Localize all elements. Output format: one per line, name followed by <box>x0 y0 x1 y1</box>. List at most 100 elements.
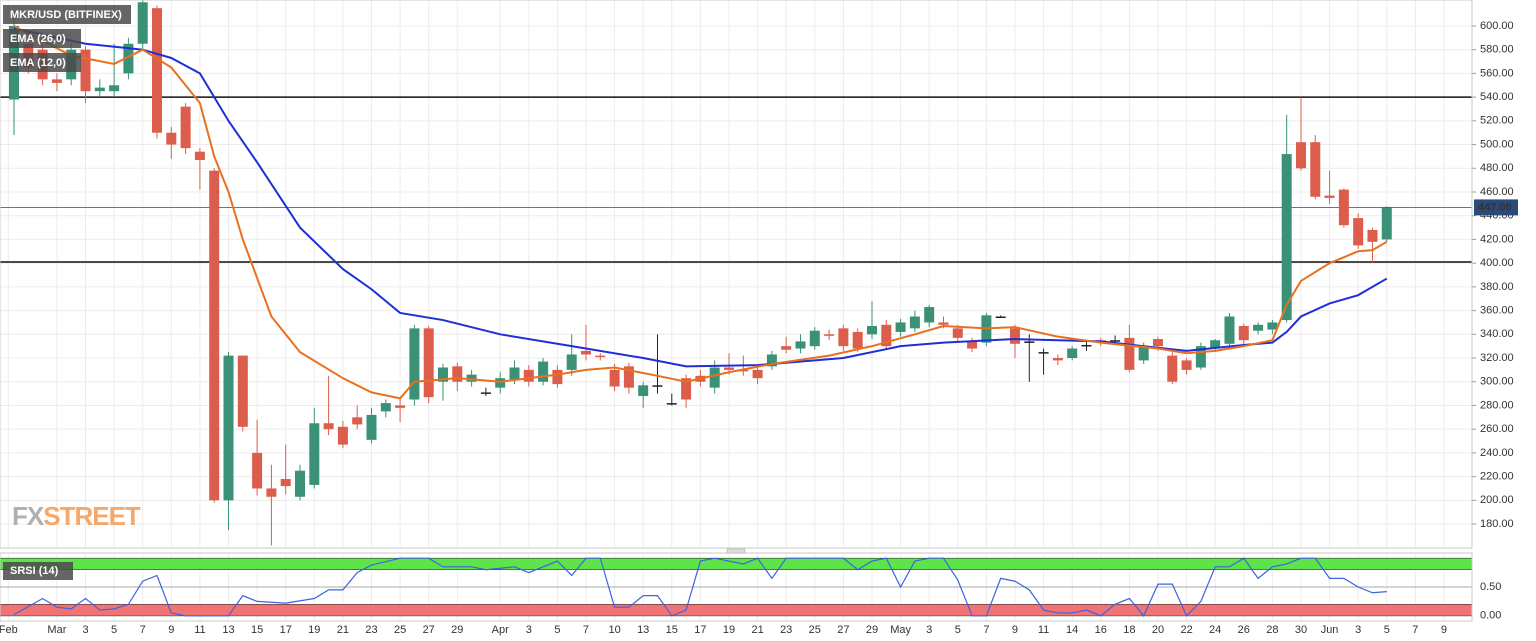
candle-body <box>952 328 963 338</box>
pane-handle[interactable] <box>726 548 746 554</box>
candle-body <box>838 328 849 347</box>
candle-body <box>1238 326 1249 341</box>
candle-body <box>466 374 477 382</box>
x-tick-label: 27 <box>837 624 849 636</box>
x-tick-label: 24 <box>1209 624 1221 636</box>
candle-body <box>1310 142 1321 197</box>
candle-body <box>280 478 291 487</box>
candle-body <box>909 316 920 329</box>
candle-body <box>1253 324 1264 331</box>
x-tick-label: 15 <box>251 624 263 636</box>
candle-body <box>252 452 263 489</box>
candle-body <box>1367 229 1378 242</box>
candle-body <box>1181 360 1192 370</box>
candle-body <box>495 378 506 388</box>
candle-body <box>1124 337 1135 370</box>
candle-body <box>1138 346 1149 361</box>
x-tick-label: 3 <box>82 624 88 636</box>
x-tick-label: 18 <box>1123 624 1135 636</box>
candle-body <box>1024 341 1035 343</box>
candle-body <box>652 385 663 387</box>
x-tick-label: 25 <box>809 624 821 636</box>
x-tick-label: 21 <box>751 624 763 636</box>
x-tick-label: 19 <box>723 624 735 636</box>
candle-body <box>266 488 277 497</box>
x-tick-label: 16 <box>1095 624 1107 636</box>
candle-body <box>109 85 120 92</box>
x-tick-label: 5 <box>554 624 560 636</box>
candle-body <box>194 151 205 160</box>
candle-body <box>423 328 434 398</box>
y-tick-label: 500.00 <box>1480 138 1514 150</box>
candle-body <box>623 366 634 388</box>
y-tick-label: 340.00 <box>1480 328 1514 340</box>
candle-body <box>638 385 649 396</box>
candle-body <box>824 334 835 336</box>
candle-body <box>152 8 163 133</box>
x-tick-label: 9 <box>168 624 174 636</box>
legend-box <box>3 29 81 48</box>
x-tick-label: May <box>890 624 911 636</box>
x-tick-label: 9 <box>1012 624 1018 636</box>
candle-body <box>881 324 892 347</box>
candle-body <box>438 367 449 382</box>
candle-body <box>1281 154 1292 321</box>
y-tick-label: 220.00 <box>1480 471 1514 483</box>
candle-body <box>895 322 906 332</box>
candle-body <box>180 106 191 149</box>
candle-body <box>1267 322 1278 330</box>
candle-body <box>866 326 877 335</box>
x-tick-label: 3 <box>926 624 932 636</box>
x-tick-label: 23 <box>780 624 792 636</box>
candle-body <box>452 366 463 382</box>
x-tick-label: 7 <box>140 624 146 636</box>
candle-body <box>781 346 792 350</box>
indicator-legend: SRSI (14) <box>10 565 59 577</box>
candle-body <box>166 132 177 145</box>
candle-body <box>666 403 677 405</box>
candle-body <box>738 369 749 372</box>
candle-body <box>1338 189 1349 226</box>
indicator-line <box>13 557 1387 617</box>
candle-body <box>295 470 306 497</box>
y-tick-label: 300.00 <box>1480 376 1514 388</box>
y-tick-label: 460.00 <box>1480 186 1514 198</box>
candle-body <box>1295 142 1306 169</box>
ema-line <box>13 27 1388 368</box>
x-tick-label: 11 <box>194 624 205 636</box>
candle-body <box>380 403 391 412</box>
x-tick-label: 29 <box>451 624 463 636</box>
candle-body <box>995 316 1006 319</box>
y-tick-label: 200.00 <box>1480 494 1514 506</box>
candle-body <box>1067 348 1078 359</box>
candle-body <box>852 331 863 349</box>
candle-body <box>1324 195 1335 198</box>
candle-body <box>1167 355 1178 382</box>
x-tick-label: 3 <box>1355 624 1361 636</box>
x-tick-label: 26 <box>1238 624 1250 636</box>
watermark-street: STREET <box>43 501 141 531</box>
y-tick-label: 180.00 <box>1480 518 1514 530</box>
legend-box <box>3 562 73 580</box>
legend-box <box>3 53 81 72</box>
y-tick-label: 360.00 <box>1480 304 1514 316</box>
candle-body <box>1052 358 1063 361</box>
x-tick-label: 5 <box>1384 624 1390 636</box>
y-tick-label: 400.00 <box>1480 257 1514 269</box>
y-tick-label: 540.00 <box>1480 91 1514 103</box>
candle-body <box>752 369 763 379</box>
candle-body <box>552 369 563 385</box>
y-tick-label: 380.00 <box>1480 281 1514 293</box>
y-tick-label: 600.00 <box>1480 20 1514 32</box>
candle-body <box>1210 340 1221 349</box>
x-tick-label: 13 <box>637 624 649 636</box>
candle-body <box>795 341 806 349</box>
x-tick-label: 9 <box>1441 624 1447 636</box>
x-tick-label: Feb <box>0 624 18 636</box>
x-tick-label: 27 <box>423 624 435 636</box>
last-price-label: 447.00 <box>1478 201 1512 213</box>
x-tick-label: 14 <box>1066 624 1078 636</box>
candle-body <box>566 354 577 370</box>
x-tick-label: 23 <box>365 624 377 636</box>
